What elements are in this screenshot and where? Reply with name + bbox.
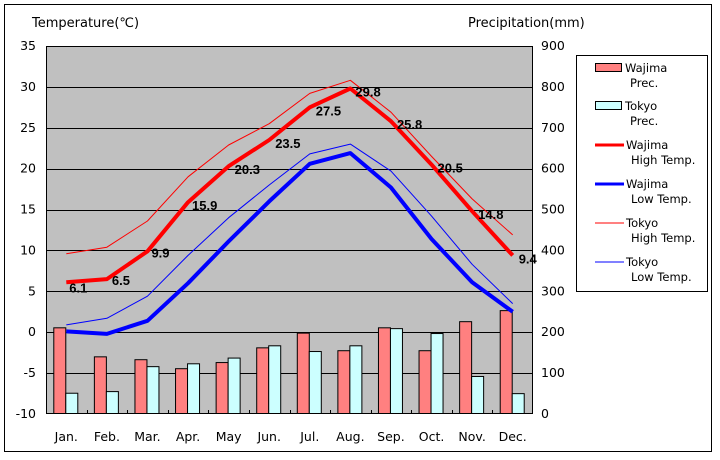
x-axis-month-label: Apr.	[176, 429, 200, 444]
legend-label-tokyo-prec: Tokyo	[624, 99, 657, 113]
legend-box	[576, 55, 708, 292]
right-axis-tick-label: 300	[541, 283, 565, 298]
tokyo-precipitation-bar	[187, 363, 201, 415]
wajima-high-temp-line	[66, 86, 515, 285]
tokyo-precipitation-bar	[268, 345, 282, 415]
tokyo-high-temp-line	[66, 79, 514, 255]
legend-label-tokyo-high-temp: Tokyo	[625, 216, 658, 230]
wajima-high-data-label: 25.8	[397, 117, 422, 132]
right-axis-tick-label: 700	[541, 120, 565, 135]
plot-border	[46, 46, 533, 414]
wajima-high-data-label: 23.5	[275, 136, 300, 151]
wajima-precipitation-bar	[337, 350, 351, 415]
wajima-high-data-label: 9.4	[519, 251, 538, 266]
wajima-precipitation-bar	[459, 321, 473, 414]
x-axis-month-label: Dec.	[499, 429, 527, 444]
x-axis-month-label: Nov.	[458, 429, 485, 444]
right-axis-tick-label: 0	[541, 406, 549, 421]
tokyo-precipitation-bar	[389, 328, 403, 414]
x-axis-month-label: Oct.	[419, 429, 445, 444]
wajima-precipitation-bar	[377, 327, 391, 414]
left-axis-tick-label: 30	[20, 79, 36, 94]
left-axis-tick-label: 25	[20, 120, 36, 135]
right-axis-tick-label: 800	[541, 79, 565, 94]
tokyo-precipitation-bar	[227, 357, 241, 414]
legend-swatch-wajima-prec	[595, 63, 622, 72]
wajima-high-data-label: 20.3	[235, 162, 260, 177]
wajima-precipitation-bar	[418, 350, 432, 415]
tokyo-precipitation-bar	[471, 375, 485, 414]
x-axis-month-label: Aug.	[336, 429, 364, 444]
tokyo-precipitation-bar	[511, 393, 525, 414]
legend-label-wajima-prec: Prec.	[630, 76, 658, 90]
left-axis-tick-label: 10	[20, 242, 36, 257]
plot-area	[46, 46, 533, 414]
wajima-high-data-label: 14.8	[478, 207, 503, 222]
tokyo-precipitation-bar	[430, 333, 444, 415]
wajima-high-data-label: 20.5	[438, 161, 463, 176]
x-axis-month-label: Sep.	[377, 429, 405, 444]
right-axis-tick-label: 500	[541, 202, 565, 217]
wajima-high-data-label: 9.9	[151, 245, 169, 260]
legend-label-wajima-prec: Wajima	[625, 61, 667, 75]
right-axis-tick-label: 100	[541, 365, 565, 380]
x-axis-month-label: Jul.	[299, 429, 319, 444]
left-axis-tick-label: 5	[28, 283, 36, 298]
right-axis-title: Precipitation(mm)	[468, 16, 585, 31]
wajima-high-data-label: 29.8	[355, 85, 380, 100]
tokyo-precipitation-bar	[308, 351, 322, 414]
legend-label-tokyo-high-temp: High Temp.	[631, 231, 695, 245]
legend-label-wajima-low-temp: Wajima	[626, 177, 668, 191]
tokyo-precipitation-bar	[65, 392, 79, 414]
legend-label-tokyo-low-temp: Low Temp.	[631, 270, 692, 284]
wajima-precipitation-bar	[256, 347, 270, 414]
right-axis-tick-label: 200	[541, 324, 565, 339]
x-axis-month-label: Mar.	[134, 429, 160, 444]
x-axis-month-label: Jun.	[256, 429, 281, 444]
wajima-precipitation-bar	[134, 359, 148, 415]
wajima-high-data-label: 6.1	[69, 280, 87, 295]
tokyo-precipitation-bar	[349, 345, 363, 415]
left-axis-tick-label: -5	[24, 365, 36, 380]
wajima-precipitation-bar	[53, 327, 67, 414]
legend-label-tokyo-prec: Prec.	[630, 114, 658, 128]
right-axis-tick-label: 400	[541, 242, 565, 257]
wajima-high-data-label: 6.5	[112, 273, 130, 288]
wajima-high-data-label: 27.5	[316, 103, 341, 118]
legend-label-wajima-low-temp: Low Temp.	[631, 192, 692, 206]
left-axis-tick-label: -10	[16, 406, 36, 421]
legend-label-wajima-high-temp: High Temp.	[631, 153, 695, 167]
right-axis-tick-label: 900	[541, 38, 565, 53]
legend-label-tokyo-low-temp: Tokyo	[625, 255, 658, 269]
wajima-high-data-label: 15.9	[192, 198, 217, 213]
legend-label-wajima-high-temp: Wajima	[626, 138, 668, 152]
left-axis-tick-label: 0	[28, 324, 36, 339]
tokyo-low-temp-line	[66, 143, 514, 326]
wajima-precipitation-bar	[296, 332, 310, 414]
wajima-low-temp-line	[66, 151, 514, 336]
tokyo-precipitation-bar	[146, 366, 160, 415]
x-axis-month-label: May	[216, 429, 242, 444]
x-axis-month-label: Jan.	[54, 429, 78, 444]
left-axis-tick-label: 35	[20, 38, 36, 53]
right-axis-tick-label: 600	[541, 161, 565, 176]
wajima-precipitation-bar	[215, 362, 229, 414]
left-axis-tick-label: 15	[20, 202, 36, 217]
wajima-precipitation-bar	[93, 356, 107, 415]
wajima-precipitation-bar	[175, 368, 189, 414]
left-axis-title: Temperature(℃)	[31, 16, 139, 31]
legend-swatch-tokyo-prec	[595, 101, 622, 110]
wajima-precipitation-bar	[499, 310, 513, 414]
left-axis-tick-label: 20	[20, 161, 36, 176]
tokyo-precipitation-bar	[105, 391, 119, 415]
x-axis-month-label: Feb.	[94, 429, 120, 444]
